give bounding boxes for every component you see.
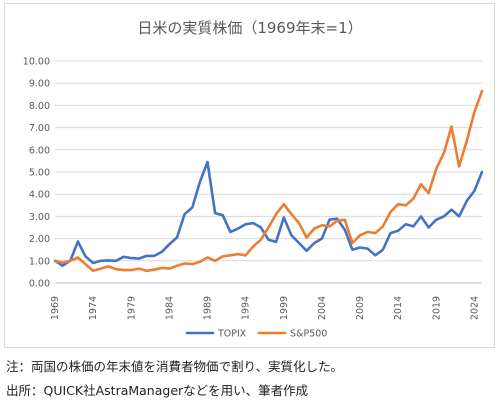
- x-tick-label: 2014: [393, 296, 404, 320]
- x-tick-label: 1989: [203, 296, 214, 320]
- series-line-sp500: [53, 89, 484, 273]
- legend-label: TOPIX: [217, 329, 247, 340]
- x-tick-label: 1994: [241, 296, 252, 320]
- y-tick-label: 3.00: [29, 212, 50, 223]
- series-line-topix: [53, 160, 484, 268]
- footnote-method: 注：両国の株価の年末値を消費者物価で割り、実質化した。: [6, 359, 344, 374]
- x-tick-label: 1979: [126, 296, 137, 320]
- x-tick-label: 1999: [279, 296, 290, 320]
- chart-title: 日米の実質株価（1969年末=1）: [137, 19, 362, 37]
- x-tick-label: 1974: [88, 296, 99, 320]
- y-tick-label: 7.00: [29, 123, 50, 134]
- y-tick-label: 1.00: [29, 256, 50, 267]
- y-tick-label: 0.00: [29, 279, 50, 290]
- x-tick-label: 2024: [469, 296, 480, 320]
- footnote-source: 出所：QUICK社AstraManagerなどを用い、筆者作成: [6, 383, 309, 398]
- line-chart: 日米の実質株価（1969年末=1） 0.00 1.00 2.00 3.00 4.00 5.0…: [23, 19, 484, 340]
- x-tick-label: 2009: [355, 296, 366, 320]
- y-tick-label: 6.00: [29, 145, 50, 156]
- legend-label: S&P500: [290, 329, 327, 340]
- x-tick-label: 2004: [317, 296, 328, 320]
- y-tick-label: 9.00: [29, 79, 50, 90]
- x-tick-label: 1969: [50, 296, 61, 320]
- y-tick-label: 4.00: [29, 190, 50, 201]
- x-tick-label: 2019: [431, 296, 442, 320]
- y-tick-label: 10.00: [23, 57, 50, 68]
- y-tick-label: 5.00: [29, 168, 50, 179]
- x-tick-label: 1984: [164, 296, 175, 320]
- chart-frame: 日米の実質株価（1969年末=1） 0.00 1.00 2.00 3.00 4.00 5.0…: [4, 3, 495, 348]
- y-tick-label: 2.00: [29, 234, 50, 245]
- y-tick-label: 8.00: [29, 101, 50, 112]
